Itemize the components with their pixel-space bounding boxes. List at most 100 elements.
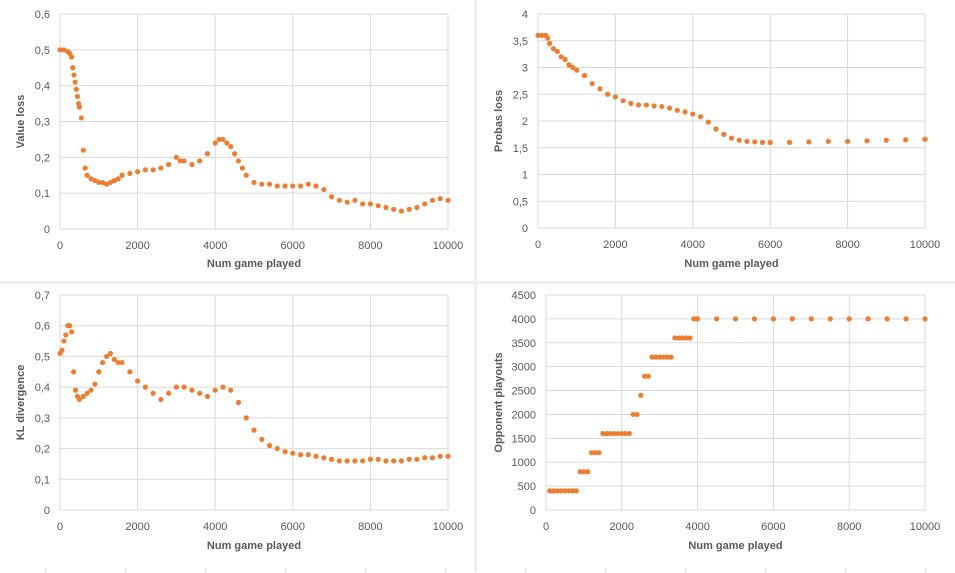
data-point: [767, 139, 773, 145]
data-point: [71, 72, 77, 78]
data-point: [111, 178, 117, 184]
y-tick-label: 1,5: [513, 143, 528, 155]
data-point: [127, 170, 133, 177]
data-point: [375, 203, 381, 209]
data-point: [189, 161, 195, 168]
x-tick-label: 6000: [761, 521, 785, 533]
data-point: [736, 137, 742, 143]
data-point: [649, 354, 655, 360]
data-point: [569, 488, 576, 494]
data-point: [204, 393, 211, 399]
data-point: [672, 335, 678, 341]
data-point: [744, 138, 750, 144]
data-point: [367, 201, 373, 207]
data-point: [808, 316, 814, 322]
data-point: [115, 359, 121, 366]
data-point: [259, 436, 265, 442]
data-point: [697, 114, 704, 120]
data-point: [845, 138, 851, 144]
data-point: [92, 381, 98, 387]
data-point: [674, 107, 680, 113]
data-point: [574, 67, 580, 73]
y-tick-label: 0,6: [35, 9, 50, 21]
x-tick-label: 0: [543, 521, 549, 533]
data-point: [922, 316, 928, 322]
x-tick-label: 6000: [281, 240, 305, 252]
data-point: [664, 354, 670, 360]
data-point: [657, 354, 663, 360]
data-point: [189, 387, 195, 393]
data-point: [212, 140, 218, 146]
data-point: [100, 179, 106, 186]
data-point: [251, 179, 257, 186]
data-point: [107, 179, 114, 186]
data-point: [759, 139, 766, 145]
y-axis-title: Value loss: [15, 95, 27, 149]
data-point: [274, 445, 280, 452]
data-point: [360, 201, 366, 207]
data-point: [554, 488, 560, 494]
y-tick-label: 1000: [512, 457, 536, 469]
data-point: [103, 353, 110, 360]
data-point: [239, 165, 245, 171]
data-point: [321, 455, 327, 461]
data-point: [297, 183, 304, 189]
data-point: [88, 176, 94, 182]
x-tick-label: 6000: [758, 239, 782, 251]
x-tick-label: 10000: [433, 240, 464, 252]
data-point: [72, 79, 78, 85]
column-gridline-mark: [765, 568, 766, 572]
column-gridline-mark: [125, 568, 126, 572]
data-point: [607, 430, 614, 437]
data-point: [80, 147, 86, 153]
data-point: [539, 32, 545, 39]
data-point: [305, 181, 311, 187]
data-point: [82, 165, 88, 171]
data-point: [204, 151, 211, 157]
data-point: [406, 456, 412, 462]
y-tick-label: 0: [522, 223, 528, 235]
x-tick-label: 8000: [835, 239, 859, 251]
data-point: [63, 332, 69, 338]
y-tick-label: 0,2: [35, 152, 50, 164]
data-point: [259, 181, 265, 187]
data-point: [566, 488, 572, 494]
data-point: [290, 450, 296, 456]
data-point: [615, 430, 621, 437]
data-point: [865, 316, 871, 322]
data-point: [391, 458, 397, 464]
chart-panel-value-loss[interactable]: 0 0,1 0,2 0,3 0,4 0,5 0,6 0 2000 4000 6000 8000 1000…: [0, 0, 474, 281]
data-point: [150, 390, 156, 396]
data-point: [659, 103, 665, 110]
data-point: [135, 169, 141, 175]
data-point: [69, 54, 75, 60]
data-point: [437, 453, 443, 459]
y-tick-label: 0: [530, 505, 536, 517]
data-point: [922, 136, 928, 142]
data-point: [398, 208, 405, 214]
data-point: [558, 488, 564, 494]
data-point: [786, 139, 793, 145]
data-point: [313, 183, 319, 189]
data-point: [660, 354, 667, 360]
data-point: [352, 197, 358, 203]
chart-panel-probas-loss[interactable]: 0 0,5 1 1,5 2 2,5 3 3,5 4 0 2000 4000 6000 8000 10000 N…: [477, 0, 955, 281]
data-point: [589, 80, 595, 87]
chart-panel-kl-divergence[interactable]: 0 0,1 0,2 0,3 0,4 0,5 0,6 0,7 0 2000 4000 6000 8000 1…: [0, 284, 474, 568]
data-point: [864, 138, 870, 144]
data-point: [429, 455, 436, 461]
data-point: [550, 46, 557, 52]
data-point: [687, 335, 693, 341]
data-point: [683, 335, 689, 341]
y-tick-label: 0,6: [35, 321, 50, 333]
data-point: [96, 179, 102, 186]
data-point: [566, 62, 572, 68]
data-point: [69, 329, 75, 335]
data-point: [713, 126, 719, 132]
data-point: [70, 369, 77, 375]
data-point: [445, 197, 451, 203]
data-point: [228, 143, 234, 150]
data-point: [643, 102, 649, 108]
chart-panel-opponent-playouts[interactable]: 0 500 1000 1500 2000 2500 3000 3500 4000 4500 0 200…: [477, 284, 955, 568]
data-point: [676, 335, 682, 341]
